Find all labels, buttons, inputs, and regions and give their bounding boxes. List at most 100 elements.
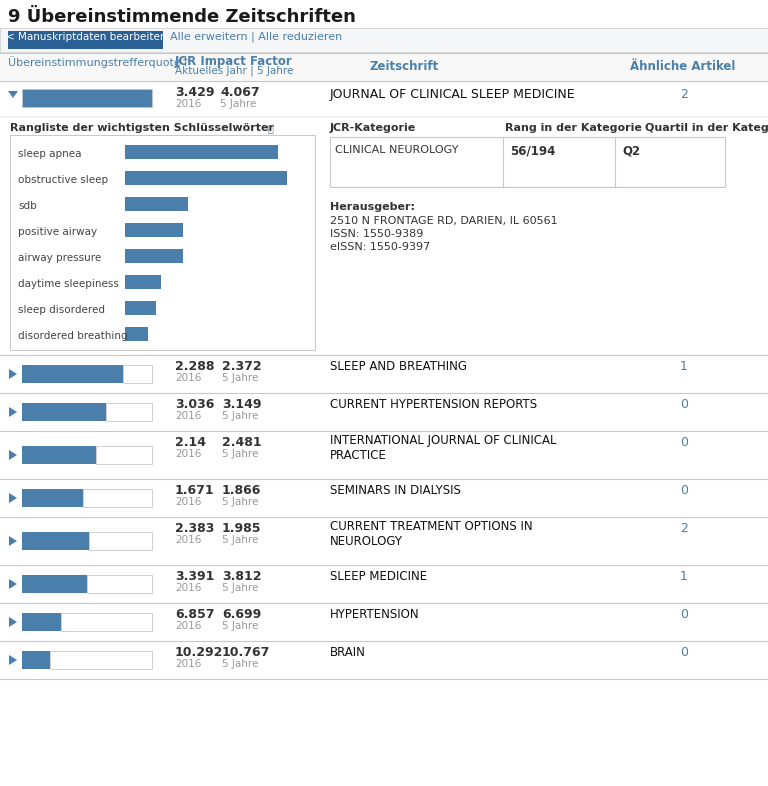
Polygon shape — [8, 91, 18, 98]
Bar — [22, 575, 87, 593]
Text: 2016: 2016 — [175, 621, 201, 631]
Text: 2.372: 2.372 — [222, 360, 262, 373]
Text: Ähnliche Artikel: Ähnliche Artikel — [630, 60, 736, 73]
Text: 2.481: 2.481 — [222, 436, 262, 449]
Text: 2016: 2016 — [175, 411, 201, 421]
Bar — [8, 31, 163, 49]
Text: 2.14: 2.14 — [175, 436, 206, 449]
Bar — [0, 81, 768, 117]
Text: 2016: 2016 — [175, 659, 201, 669]
Text: Herausgeber:: Herausgeber: — [330, 202, 415, 212]
Bar — [125, 249, 183, 263]
Bar — [330, 137, 725, 187]
Text: 2016: 2016 — [175, 449, 201, 459]
Text: eISSN: 1550-9397: eISSN: 1550-9397 — [330, 242, 430, 252]
Bar — [125, 223, 183, 237]
Bar — [0, 53, 768, 81]
Polygon shape — [9, 369, 17, 379]
Text: 3.036: 3.036 — [175, 398, 214, 411]
Bar — [0, 565, 768, 603]
Text: 5 Jahre: 5 Jahre — [222, 449, 258, 459]
Bar — [0, 431, 768, 479]
Text: 10.767: 10.767 — [222, 646, 270, 659]
Bar — [123, 365, 152, 383]
Text: CURRENT HYPERTENSION REPORTS: CURRENT HYPERTENSION REPORTS — [330, 398, 537, 411]
Bar — [0, 517, 768, 565]
Text: 2016: 2016 — [175, 535, 201, 545]
Text: 2.383: 2.383 — [175, 522, 214, 535]
Bar — [125, 301, 156, 315]
Text: JOURNAL OF CLINICAL SLEEP MEDICINE: JOURNAL OF CLINICAL SLEEP MEDICINE — [330, 88, 576, 101]
Text: Quartil in der Kategorie: Quartil in der Kategorie — [645, 123, 768, 133]
Bar — [83, 489, 152, 507]
Text: 1.985: 1.985 — [222, 522, 261, 535]
Text: 6.699: 6.699 — [222, 608, 261, 621]
Bar — [22, 446, 96, 464]
Bar — [125, 275, 161, 289]
Text: 5 Jahre: 5 Jahre — [222, 411, 258, 421]
Polygon shape — [9, 536, 17, 546]
Text: SLEEP AND BREATHING: SLEEP AND BREATHING — [330, 360, 467, 373]
Bar — [125, 327, 148, 341]
Bar — [22, 532, 89, 550]
Bar — [22, 489, 83, 507]
Text: 4.067: 4.067 — [220, 86, 260, 99]
Bar — [0, 603, 768, 641]
Text: Q2: Q2 — [622, 145, 640, 158]
Text: 2016: 2016 — [175, 373, 201, 383]
Text: 1.671: 1.671 — [175, 484, 214, 497]
Text: ⓘ: ⓘ — [268, 123, 274, 133]
Text: 2.288: 2.288 — [175, 360, 214, 373]
Text: 1: 1 — [680, 360, 688, 373]
Text: 5 Jahre: 5 Jahre — [222, 659, 258, 669]
Text: 3.812: 3.812 — [222, 570, 261, 583]
Bar — [125, 171, 287, 185]
Bar — [125, 145, 278, 159]
Bar — [22, 613, 61, 631]
Text: obstructive sleep: obstructive sleep — [18, 175, 108, 185]
Polygon shape — [9, 407, 17, 417]
Text: 5 Jahre: 5 Jahre — [222, 535, 258, 545]
Polygon shape — [9, 617, 17, 627]
Text: JCR-Kategorie: JCR-Kategorie — [330, 123, 416, 133]
Text: ISSN: 1550-9389: ISSN: 1550-9389 — [330, 229, 423, 239]
Text: 5 Jahre: 5 Jahre — [220, 99, 257, 109]
Text: 3.429: 3.429 — [175, 86, 214, 99]
Text: CURRENT TREATMENT OPTIONS IN
NEUROLOGY: CURRENT TREATMENT OPTIONS IN NEUROLOGY — [330, 520, 533, 548]
Text: 0: 0 — [680, 436, 688, 449]
Bar — [22, 403, 106, 421]
Text: Rangliste der wichtigsten Schlüsselwörter: Rangliste der wichtigsten Schlüsselwörte… — [10, 123, 274, 133]
Text: sleep apnea: sleep apnea — [18, 149, 81, 159]
Text: 56/194: 56/194 — [510, 145, 555, 158]
Text: 2: 2 — [680, 522, 688, 535]
Text: < Manuskriptdaten bearbeiten: < Manuskriptdaten bearbeiten — [5, 32, 166, 42]
Text: 2: 2 — [680, 88, 688, 101]
Text: 1.866: 1.866 — [222, 484, 261, 497]
Text: 0: 0 — [680, 398, 688, 411]
Text: 5 Jahre: 5 Jahre — [222, 583, 258, 593]
Bar — [0, 355, 768, 393]
Text: JCR Impact Factor: JCR Impact Factor — [175, 55, 293, 68]
Text: SEMINARS IN DIALYSIS: SEMINARS IN DIALYSIS — [330, 484, 461, 497]
Text: 2016: 2016 — [175, 99, 201, 109]
Bar — [89, 532, 152, 550]
Text: airway pressure: airway pressure — [18, 253, 101, 263]
Bar — [22, 365, 123, 383]
Text: 0: 0 — [680, 646, 688, 659]
Text: 2016: 2016 — [175, 497, 201, 507]
Text: 10.292: 10.292 — [175, 646, 223, 659]
Text: daytime sleepiness: daytime sleepiness — [18, 279, 119, 289]
Bar — [50, 651, 152, 669]
Text: Alle erweitern | Alle reduzieren: Alle erweitern | Alle reduzieren — [170, 32, 343, 42]
Text: 2510 N FRONTAGE RD, DARIEN, IL 60561: 2510 N FRONTAGE RD, DARIEN, IL 60561 — [330, 216, 558, 226]
Text: 3.391: 3.391 — [175, 570, 214, 583]
Bar — [22, 651, 50, 669]
Bar — [0, 393, 768, 431]
Text: positive airway: positive airway — [18, 227, 97, 237]
Text: 5 Jahre: 5 Jahre — [222, 621, 258, 631]
Text: 5 Jahre: 5 Jahre — [222, 497, 258, 507]
Bar — [0, 479, 768, 517]
Text: 0: 0 — [680, 484, 688, 497]
Text: sdb: sdb — [18, 201, 37, 211]
Text: disordered breathing: disordered breathing — [18, 331, 127, 341]
